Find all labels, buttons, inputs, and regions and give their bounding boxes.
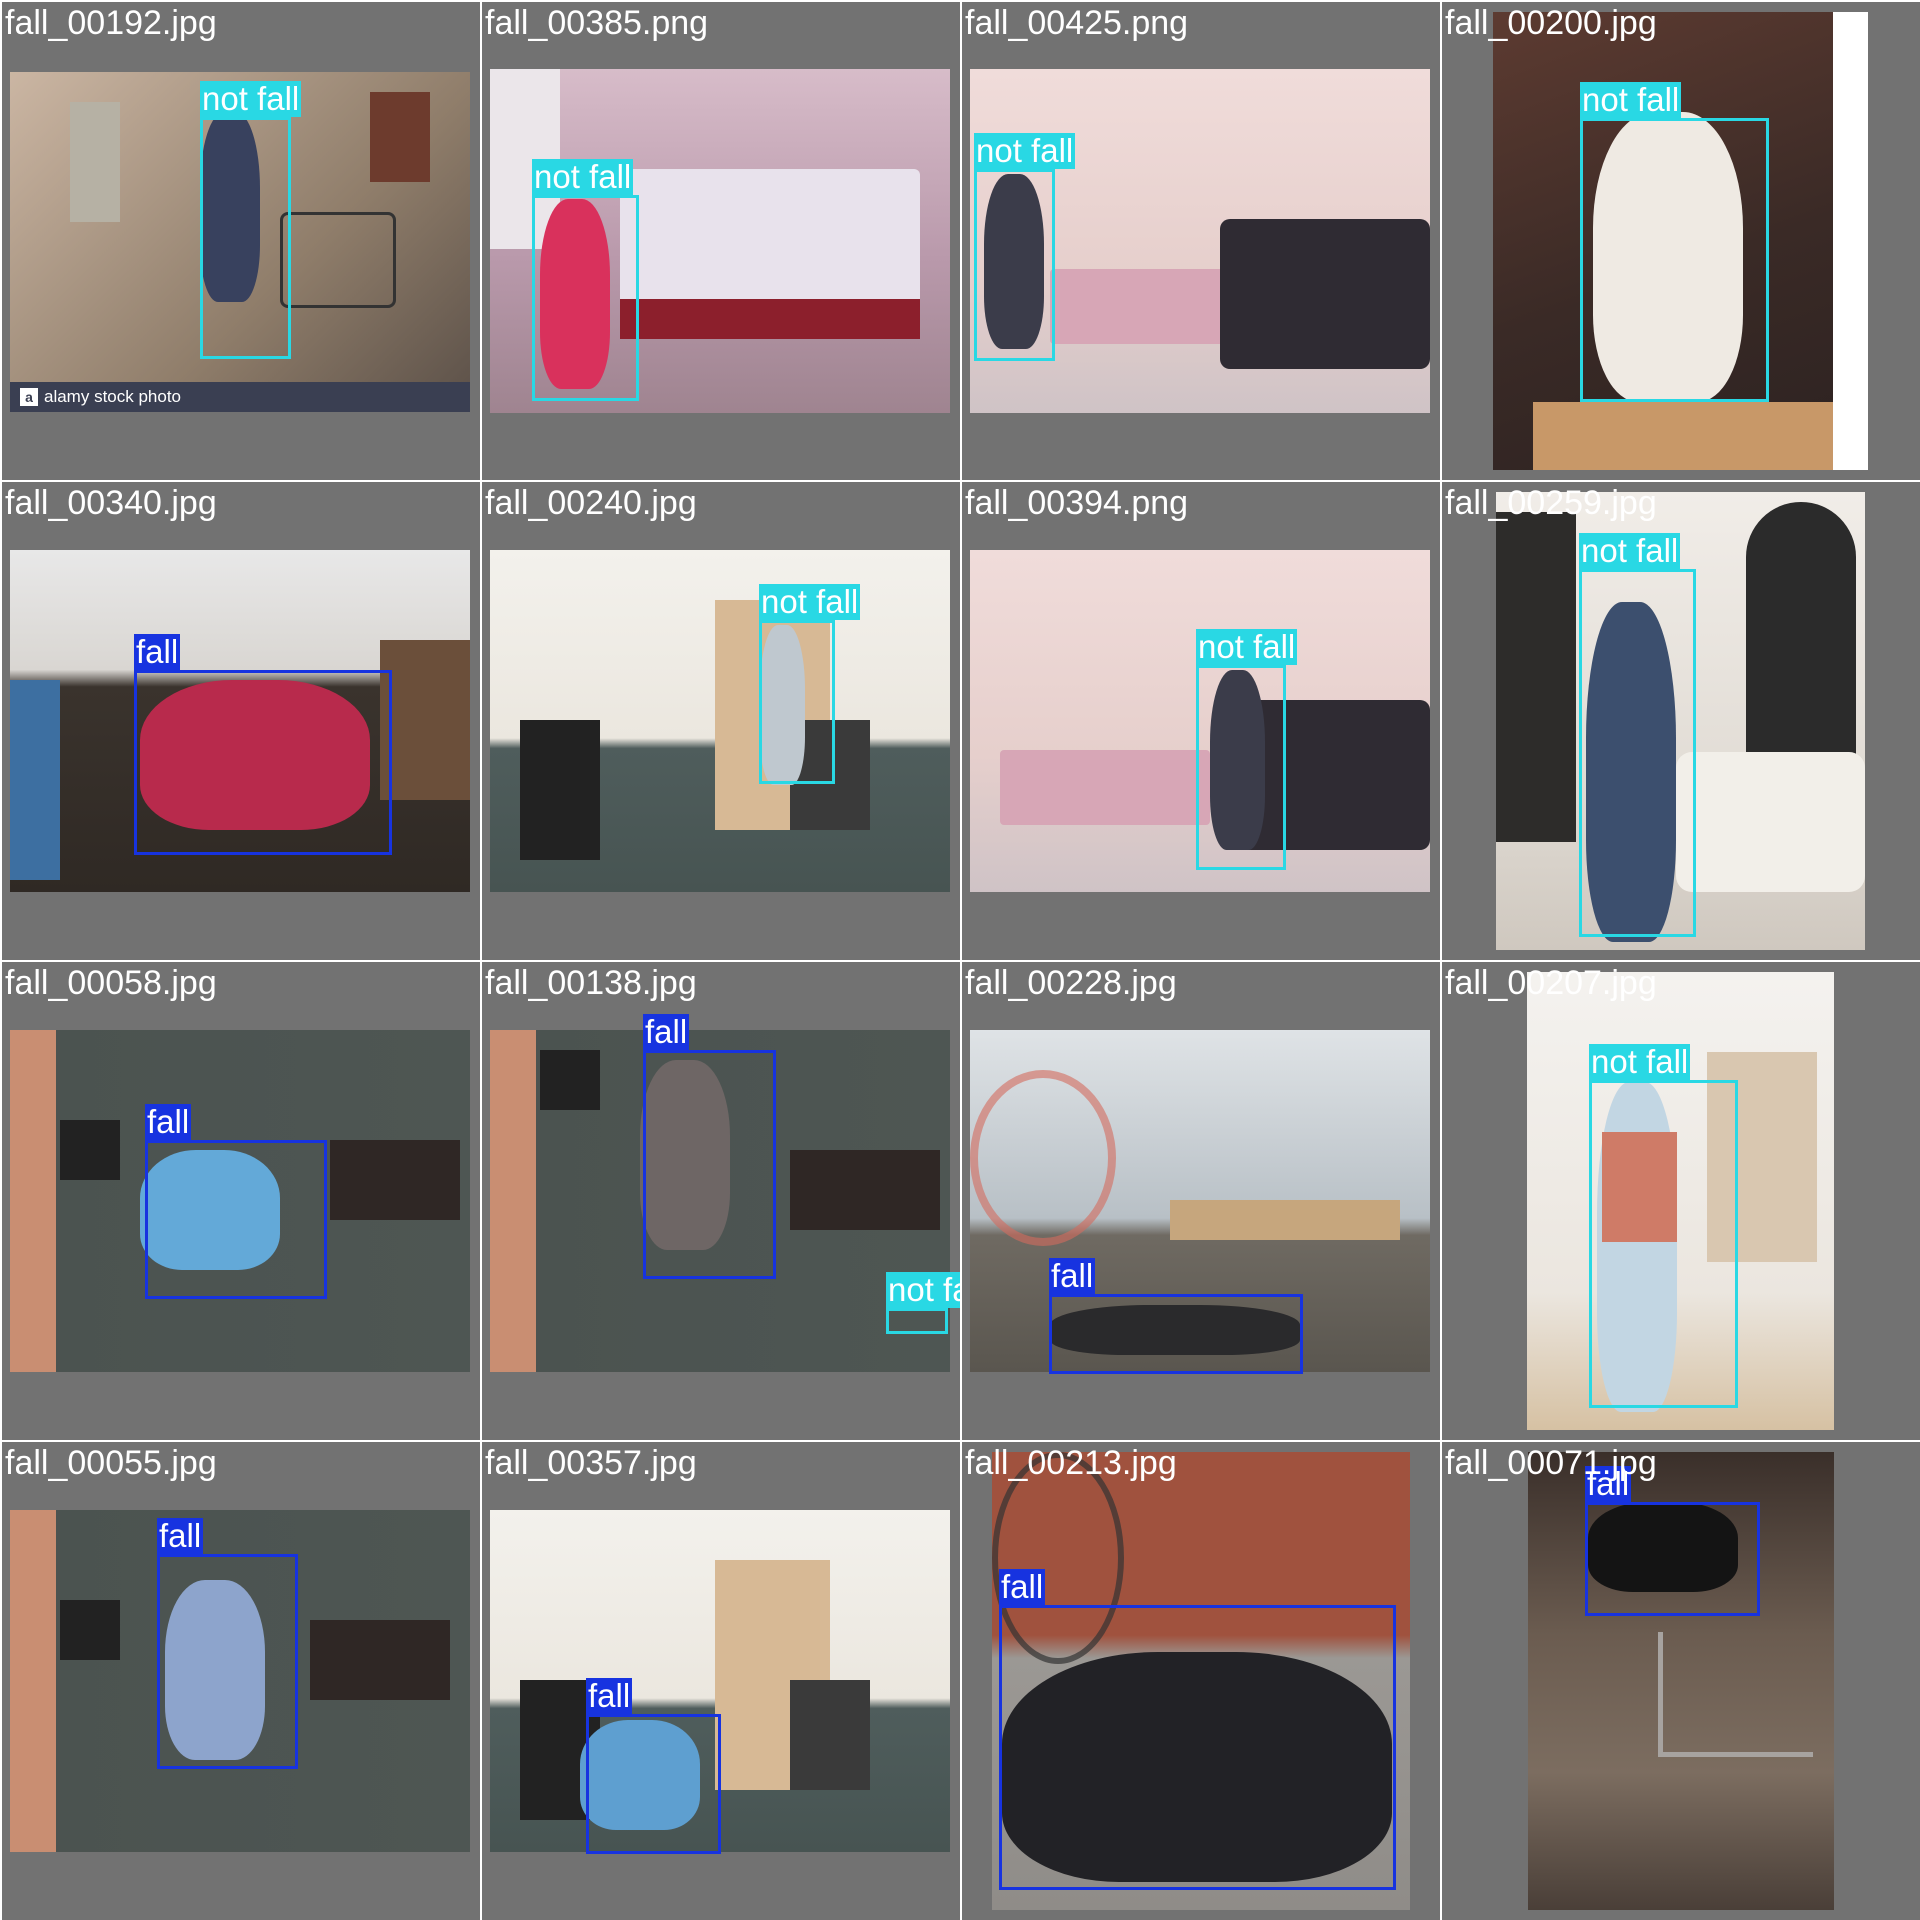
detection-box bbox=[1196, 665, 1286, 870]
photo bbox=[970, 550, 1430, 892]
alamy-logo-icon: a bbox=[20, 388, 38, 406]
detection-box bbox=[532, 195, 639, 401]
file-name: fall_00138.jpg bbox=[485, 964, 697, 1002]
detection-box bbox=[886, 1308, 948, 1334]
detection-box bbox=[1580, 118, 1769, 402]
file-name: fall_00340.jpg bbox=[5, 484, 217, 522]
detection-label: not fall bbox=[974, 132, 1076, 169]
photo bbox=[10, 1030, 470, 1372]
photo: a alamy stock photo bbox=[10, 72, 470, 412]
file-name: fall_00240.jpg bbox=[485, 484, 697, 522]
tile-fall-00357: fall fall_00357.jpg bbox=[482, 1442, 960, 1920]
watermark-text: alamy stock photo bbox=[44, 387, 182, 406]
detection-label: not fall bbox=[1196, 628, 1298, 665]
detection-label: fall bbox=[643, 1013, 690, 1050]
detection-box bbox=[134, 670, 392, 855]
detection-box bbox=[643, 1050, 776, 1279]
photo bbox=[10, 550, 470, 892]
file-name: fall_00213.jpg bbox=[965, 1444, 1177, 1482]
detection-label: not fall bbox=[886, 1272, 960, 1308]
detection-box bbox=[1585, 1502, 1760, 1616]
detection-box bbox=[1589, 1080, 1738, 1408]
detection-label: fall bbox=[1585, 1465, 1632, 1502]
tile-fall-00071: fall fall_00071.jpg bbox=[1442, 1442, 1920, 1920]
photo bbox=[992, 1452, 1410, 1910]
detection-box bbox=[974, 169, 1055, 361]
detection-box bbox=[1579, 569, 1696, 937]
detection-label: fall bbox=[586, 1677, 633, 1714]
tile-fall-00058: fall fall_00058.jpg bbox=[2, 962, 480, 1440]
detection-label: not fall bbox=[1580, 81, 1682, 118]
file-name: fall_00394.png bbox=[965, 484, 1189, 522]
photo bbox=[490, 1030, 950, 1372]
tile-fall-00138: fall not fall fall_00138.jpg bbox=[482, 962, 960, 1440]
file-name: fall_00425.png bbox=[965, 4, 1189, 42]
tile-fall-00213: fall fall_00213.jpg bbox=[962, 1442, 1440, 1920]
tile-fall-00425: not fall fall_00425.png bbox=[962, 2, 1440, 480]
tile-fall-00055: fall fall_00055.jpg bbox=[2, 1442, 480, 1920]
detection-box bbox=[157, 1554, 298, 1769]
detection-label: fall bbox=[999, 1568, 1046, 1605]
tile-fall-00228: fall fall_00228.jpg bbox=[962, 962, 1440, 1440]
detection-box bbox=[586, 1714, 721, 1854]
tile-fall-00385: not fall fall_00385.png bbox=[482, 2, 960, 480]
detection-label: not fall bbox=[1589, 1043, 1691, 1080]
detection-box bbox=[200, 117, 291, 359]
file-name: fall_00192.jpg bbox=[5, 4, 217, 42]
detection-box bbox=[759, 620, 835, 784]
tile-fall-00207: not fall fall_00207.jpg bbox=[1442, 962, 1920, 1440]
photo bbox=[970, 1030, 1430, 1372]
detection-label: fall bbox=[145, 1103, 192, 1140]
file-name: fall_00357.jpg bbox=[485, 1444, 697, 1482]
photo bbox=[490, 550, 950, 892]
tile-fall-00192: a alamy stock photo not fall fall_00192.… bbox=[2, 2, 480, 480]
detection-label: fall bbox=[157, 1517, 204, 1554]
tile-fall-00394: not fall fall_00394.png bbox=[962, 482, 1440, 960]
detection-box bbox=[999, 1605, 1396, 1890]
detection-label: not fall bbox=[1579, 532, 1681, 569]
photo bbox=[1496, 492, 1865, 950]
detection-label: not fall bbox=[200, 80, 302, 117]
detection-box bbox=[1049, 1294, 1303, 1374]
file-name: fall_00058.jpg bbox=[5, 964, 217, 1002]
file-name: fall_00228.jpg bbox=[965, 964, 1177, 1002]
file-name: fall_00200.jpg bbox=[1445, 4, 1657, 42]
detection-label: not fall bbox=[759, 583, 861, 620]
detection-label: fall bbox=[134, 633, 181, 670]
tile-fall-00259: not fall fall_00259.jpg bbox=[1442, 482, 1920, 960]
file-name: fall_00259.jpg bbox=[1445, 484, 1657, 522]
detection-label: fall bbox=[1049, 1257, 1096, 1294]
photo bbox=[1527, 972, 1834, 1430]
file-name: fall_00055.jpg bbox=[5, 1444, 217, 1482]
tile-fall-00200: not fall fall_00200.jpg bbox=[1442, 2, 1920, 480]
tile-fall-00240: not fall fall_00240.jpg bbox=[482, 482, 960, 960]
photo bbox=[970, 69, 1430, 413]
file-name: fall_00071.jpg bbox=[1445, 1444, 1657, 1482]
detection-label: not fall bbox=[532, 158, 634, 195]
photo bbox=[490, 69, 950, 413]
file-name: fall_00207.jpg bbox=[1445, 964, 1657, 1002]
photo bbox=[1528, 1452, 1834, 1910]
photo bbox=[10, 1510, 470, 1852]
watermark: a alamy stock photo bbox=[10, 382, 470, 412]
detection-box bbox=[145, 1140, 327, 1299]
tile-fall-00340: fall fall_00340.jpg bbox=[2, 482, 480, 960]
file-name: fall_00385.png bbox=[485, 4, 709, 42]
